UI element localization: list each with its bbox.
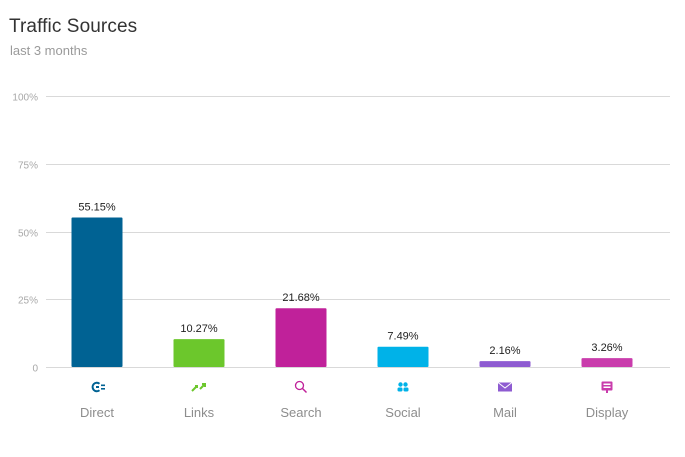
chart-title: Traffic Sources xyxy=(9,16,138,37)
x-tick-label: Social xyxy=(385,405,421,420)
bar xyxy=(275,308,327,367)
x-tick-label: Links xyxy=(184,405,215,420)
bar xyxy=(581,358,633,367)
value-label: 3.26% xyxy=(591,342,622,354)
y-tick-label: 50% xyxy=(18,229,38,240)
y-tick-label: 25% xyxy=(18,296,38,307)
y-tick-label: 75% xyxy=(18,161,38,172)
direct-icon xyxy=(91,381,105,393)
value-label: 21.68% xyxy=(282,292,320,304)
value-label: 2.16% xyxy=(489,345,520,357)
bar xyxy=(479,361,531,367)
chart-subtitle: last 3 months xyxy=(10,43,88,58)
x-tick-label: Display xyxy=(586,405,629,420)
mail-icon xyxy=(497,382,513,392)
x-tick-label: Direct xyxy=(80,405,114,420)
y-tick-label: 100% xyxy=(12,93,38,104)
social-icon xyxy=(397,382,409,392)
bar xyxy=(71,217,123,367)
display-icon xyxy=(601,381,613,393)
links-icon xyxy=(191,383,206,392)
value-label: 7.49% xyxy=(387,331,418,343)
x-tick-label: Search xyxy=(280,405,321,420)
value-label: 10.27% xyxy=(180,323,218,335)
search-icon xyxy=(294,380,308,394)
bar xyxy=(173,339,225,367)
x-tick-label: Mail xyxy=(493,405,517,420)
value-label: 55.15% xyxy=(78,202,116,214)
y-tick-label: 0 xyxy=(32,364,38,375)
bar xyxy=(377,346,429,367)
